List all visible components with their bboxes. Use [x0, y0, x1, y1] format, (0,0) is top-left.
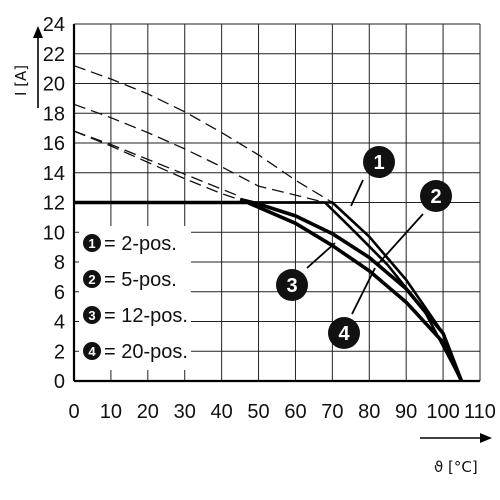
y-tick-label: 22	[43, 44, 65, 66]
y-tick-label: 8	[54, 252, 65, 274]
callout-3-leader	[306, 242, 336, 269]
callouts: 1 2 3 4	[276, 146, 452, 349]
x-tick-label: 80	[358, 401, 380, 423]
legend: 1 = 2-pos. 2 = 5-pos. 3 = 12-pos. 4 = 20-pos.	[79, 226, 191, 370]
series-3-dashed-line	[73, 130, 241, 198]
callout-4-leader	[351, 267, 376, 315]
callout-4-badge	[328, 317, 360, 349]
callout-1-leader	[350, 179, 364, 207]
callout-3-badge	[276, 269, 308, 301]
legend-badge-number: 3	[88, 308, 95, 323]
x-tick-label: 20	[137, 401, 159, 423]
legend-badge	[83, 342, 101, 360]
legend-badge-number: 4	[88, 344, 96, 359]
legend-badge-number: 2	[88, 272, 95, 287]
y-tick-label: 12	[43, 193, 65, 215]
callout-1-badge	[363, 146, 395, 178]
series-layer	[73, 65, 464, 382]
y-tick-label: 4	[54, 312, 65, 334]
callout-2-number: 2	[430, 186, 441, 208]
x-tick-label: 10	[100, 401, 122, 423]
y-tick-label: 20	[43, 74, 65, 96]
legend-badge	[83, 234, 101, 252]
series-2-dashed-line	[73, 103, 326, 204]
series-1-dashed-line	[73, 65, 333, 204]
tick-labels: 0 10 20 30 40 50 60 70 80 90 100 110024681012141618…	[43, 14, 496, 423]
legend-label: = 5-pos.	[104, 269, 177, 291]
callout-2-badge	[420, 180, 452, 212]
callout-2-leader	[377, 213, 424, 265]
legend-label: = 12-pos.	[104, 305, 188, 327]
x-axis-arrow-head	[480, 433, 492, 443]
y-tick-label: 0	[54, 371, 65, 393]
legend-label: = 20-pos.	[104, 341, 188, 363]
y-axis-label: I [A]	[12, 65, 30, 96]
axes	[33, 24, 492, 443]
y-tick-label: 14	[43, 163, 65, 185]
x-tick-label: 30	[174, 401, 196, 423]
series-4-solid-line	[74, 200, 464, 382]
x-tick-label: 100	[426, 401, 459, 423]
legend-label: = 2-pos.	[104, 233, 177, 255]
y-tick-label: 2	[54, 341, 65, 363]
y-tick-label: 10	[43, 222, 65, 244]
series-4-dashed-line	[73, 130, 248, 204]
x-tick-label: 40	[211, 401, 233, 423]
series-3-solid-line	[239, 197, 464, 382]
y-axis-arrow-head	[33, 26, 43, 38]
x-tick-label: 110	[464, 401, 496, 423]
x-tick-label: 50	[247, 401, 269, 423]
callout-1-number: 1	[373, 152, 384, 174]
x-tick-label: 90	[395, 401, 417, 423]
x-tick-label: 70	[321, 401, 343, 423]
y-tick-label: 18	[43, 103, 65, 125]
x-tick-label: 0	[68, 401, 79, 423]
legend-badge	[83, 270, 101, 288]
legend-badge	[83, 306, 101, 324]
x-tick-label: 60	[284, 401, 306, 423]
y-tick-label: 6	[54, 282, 65, 304]
y-tick-label: 24	[43, 14, 65, 36]
series-2-solid-line	[74, 201, 463, 382]
y-tick-label: 16	[43, 133, 65, 155]
legend-badge-number: 1	[88, 236, 95, 251]
callout-4-number: 4	[338, 323, 350, 345]
callout-3-number: 3	[286, 275, 297, 297]
x-axis-label: ϑ [°C]	[434, 458, 478, 476]
